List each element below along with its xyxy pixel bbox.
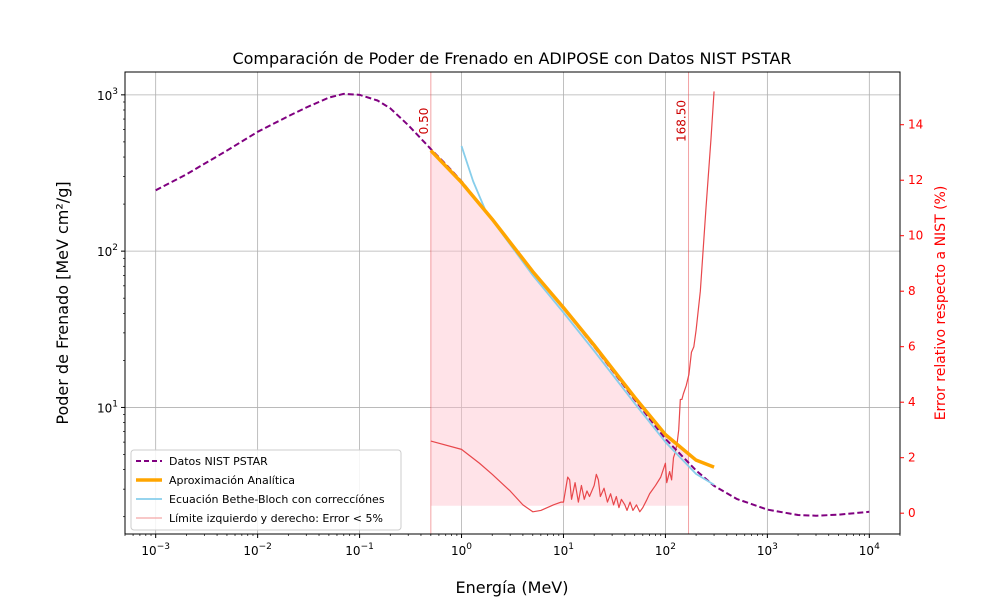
error-series-line (430, 91, 715, 513)
y-tick-label: 101 (97, 399, 118, 415)
analytic-series-line (429, 149, 715, 469)
y2-tick-label: 0 (908, 506, 916, 520)
y2-tick-label: 12 (908, 173, 923, 187)
x-tick-label: 100 (451, 542, 472, 558)
x-tick-label: 10−1 (345, 542, 374, 558)
y-tick-label: 103 (97, 87, 118, 103)
x-tick-label: 102 (655, 542, 676, 558)
x-tick-label: 104 (859, 542, 880, 558)
y2-tick-label: 6 (908, 340, 916, 354)
y2-tick-label: 14 (908, 118, 923, 132)
series-layer (155, 91, 870, 517)
x-tick-label: 101 (553, 542, 574, 558)
limit-region: 0.50 168.50 (417, 72, 690, 534)
legend-label-limits: Límite izquierdo y derecho: Error < 5% (169, 512, 383, 525)
legend-box (130, 449, 402, 531)
y-axis: 101 102 103 (97, 87, 125, 518)
y2-tick-label: 8 (908, 284, 916, 298)
chart-title: Comparación de Poder de Frenado en ADIPO… (232, 49, 791, 68)
y-tick-label: 102 (97, 243, 118, 259)
y-axis-label: Poder de Frenado [MeV cm²/g] (53, 181, 72, 424)
legend: Datos NIST PSTAR Aproximación Analítica Ec… (130, 449, 402, 531)
x-axis: 10−3 10−2 10−1 100 101 102 103 104 (124, 534, 901, 558)
right-limit-label: 168.50 (675, 100, 689, 142)
legend-label-analytic: Aproximación Analítica (169, 474, 295, 487)
x-axis-label: Energía (MeV) (456, 578, 569, 597)
x-tick-label: 103 (757, 542, 778, 558)
x-tick-label: 10−3 (141, 542, 170, 558)
legend-label-nist: Datos NIST PSTAR (169, 455, 268, 468)
x-tick-label: 10−2 (243, 542, 272, 558)
grid-lines (125, 72, 900, 534)
y2-tick-label: 2 (908, 451, 916, 465)
y2-tick-label: 4 (908, 395, 916, 409)
bethe-series-line (460, 145, 715, 486)
limit-shaded-area (430, 150, 689, 506)
plot-frame (124, 71, 901, 535)
y2-tick-label: 10 (908, 229, 923, 243)
y2-axis: 0 2 4 6 8 10 12 14 (900, 118, 923, 520)
left-limit-label: 0.50 (417, 108, 431, 135)
y2-axis-label: Error relativo respecto a NIST (%) (933, 186, 949, 421)
legend-label-bethe: Ecuación Bethe-Bloch con correccíónes (169, 493, 385, 506)
